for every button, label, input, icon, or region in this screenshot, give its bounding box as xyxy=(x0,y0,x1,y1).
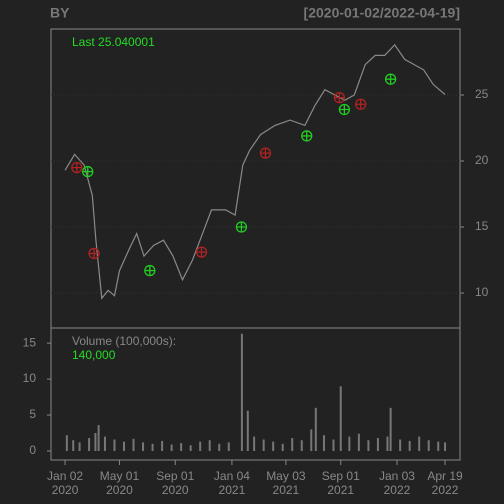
signal-marker xyxy=(235,221,248,233)
volume-panel xyxy=(50,327,461,461)
volume-bar xyxy=(170,444,173,452)
volume-bar xyxy=(189,445,192,452)
signal-marker xyxy=(338,103,351,116)
volume-bar xyxy=(72,440,75,452)
marker-cross xyxy=(196,247,207,258)
marker-cross xyxy=(301,130,312,141)
volume-bar xyxy=(208,440,211,452)
volume-bar xyxy=(246,410,249,452)
chart-title: BY xyxy=(50,5,70,21)
price-panel xyxy=(50,28,461,329)
signal-marker xyxy=(333,91,346,104)
signal-marker xyxy=(355,98,367,110)
signal-marker xyxy=(82,165,94,178)
volume-bar xyxy=(357,433,360,452)
x-tick-label: May 03 2021 xyxy=(266,469,306,497)
volume-bar xyxy=(322,435,325,452)
signal-marker xyxy=(71,161,83,174)
volume-bar xyxy=(123,441,126,452)
marker-cross xyxy=(82,166,93,177)
volume-bar xyxy=(332,439,335,452)
x-tick-label: Sep 01 2021 xyxy=(321,469,360,497)
marker-cross xyxy=(71,162,82,173)
marker-cross xyxy=(334,92,345,103)
volume-bar xyxy=(348,436,351,452)
volume-bar xyxy=(314,407,317,452)
marker-cross xyxy=(144,265,155,276)
signal-marker xyxy=(88,247,100,260)
x-tick-label: Sep 01 2020 xyxy=(156,469,195,497)
volume-bar xyxy=(427,440,430,452)
volume-bar xyxy=(339,386,342,452)
y-tick-label: 10 xyxy=(23,371,37,385)
y-tick-label: 25 xyxy=(475,87,489,101)
volume-bar xyxy=(386,436,389,452)
volume-bar xyxy=(399,439,402,452)
x-tick-label: Jan 02 2020 xyxy=(47,469,84,497)
volume-bar xyxy=(262,439,265,452)
signal-marker xyxy=(195,246,208,258)
volume-bar xyxy=(180,443,183,452)
annotation: 140,000 xyxy=(72,348,116,362)
volume-bar xyxy=(300,440,303,452)
volume-bar xyxy=(103,436,106,452)
y-tick-label: 5 xyxy=(29,407,36,421)
volume-bar xyxy=(437,441,440,452)
y-tick-label: 10 xyxy=(475,285,489,299)
y-tick-label: 15 xyxy=(475,219,489,233)
signal-marker xyxy=(301,130,313,142)
volume-bar xyxy=(218,443,221,452)
x-tick-label: Apr 19 2022 xyxy=(427,469,463,497)
volume-bar xyxy=(94,433,97,452)
marker-cross xyxy=(260,148,271,159)
marker-cross xyxy=(385,74,396,85)
volume-bar xyxy=(272,441,275,452)
volume-bar xyxy=(65,435,68,452)
signal-marker xyxy=(259,147,272,159)
marker-cross xyxy=(339,104,350,115)
volume-bar xyxy=(281,443,284,452)
volume-bar xyxy=(97,425,100,452)
y-tick-label: 15 xyxy=(23,335,37,349)
volume-bar xyxy=(132,438,135,452)
volume-bar xyxy=(78,442,81,452)
x-tick-label: May 01 2020 xyxy=(99,469,140,497)
volume-bar xyxy=(142,442,145,452)
annotation: Last 25.040001 xyxy=(72,35,155,49)
x-tick-label: Jan 04 2021 xyxy=(213,469,250,497)
panel-title: Volume (100,000s): xyxy=(72,334,176,348)
volume-bar xyxy=(113,439,116,452)
volume-bar xyxy=(376,438,379,452)
signal-marker xyxy=(384,73,397,85)
y-tick-label: 0 xyxy=(29,443,36,457)
volume-bar xyxy=(161,440,164,452)
volume-bar xyxy=(310,429,313,452)
marker-cross xyxy=(236,222,247,233)
volume-bar xyxy=(88,438,91,452)
volume-bar xyxy=(151,443,154,452)
volume-bar xyxy=(291,438,294,452)
volume-bar xyxy=(389,407,392,452)
price-line xyxy=(64,43,446,300)
volume-bar xyxy=(253,436,256,452)
volume-bar xyxy=(444,442,447,452)
marker-cross xyxy=(89,248,100,259)
volume-bar xyxy=(367,440,370,452)
volume-bar xyxy=(418,436,421,452)
volume-bar xyxy=(408,440,411,452)
y-tick-label: 20 xyxy=(475,153,489,167)
marker-cross xyxy=(355,99,366,110)
volume-bar xyxy=(227,442,230,452)
signal-marker xyxy=(144,264,156,277)
x-tick-label: Jan 03 2022 xyxy=(378,469,415,497)
chart-subtitle: [2020-01-02/2022-04-19] xyxy=(304,5,460,21)
volume-bar xyxy=(240,333,243,452)
volume-bar xyxy=(199,441,202,452)
